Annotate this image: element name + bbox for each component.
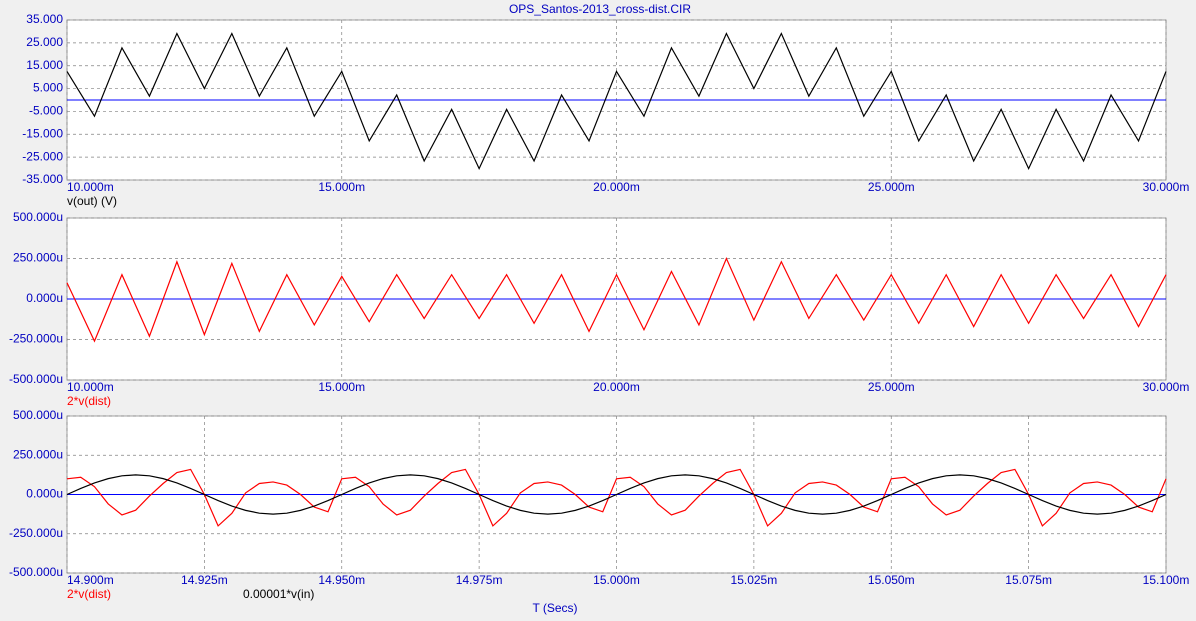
- y-tick-label: 500.000u: [13, 210, 63, 224]
- x-tick-label: 15.000m: [318, 380, 365, 394]
- x-tick-label: 14.925m: [181, 573, 228, 587]
- series-line: [66, 468, 1167, 527]
- y-tick-label: 35.000: [26, 12, 63, 26]
- y-tick-label: -5.000: [29, 104, 63, 118]
- chart-title: OPS_Santos-2013_cross-dist.CIR: [509, 2, 691, 16]
- x-tick-label: 30.000m: [1143, 380, 1190, 394]
- y-tick-label: -250.000u: [9, 526, 63, 540]
- series-line: [66, 32, 1167, 170]
- y-tick-label: 5.000: [33, 81, 63, 95]
- y-tick-label: -250.000u: [9, 332, 63, 346]
- y-tick-label: 15.000: [26, 58, 63, 72]
- y-tick-label: 500.000u: [13, 408, 63, 422]
- legend-entry: v(out) (V): [67, 194, 117, 208]
- x-tick-label: 14.900m: [67, 573, 114, 587]
- y-tick-label: 0.000u: [26, 291, 63, 305]
- y-tick-label: -500.000u: [9, 565, 63, 579]
- x-tick-label: 14.975m: [456, 573, 503, 587]
- x-tick-label: 10.000m: [67, 380, 114, 394]
- y-tick-label: -25.000: [22, 149, 63, 163]
- x-tick-label: 15.075m: [1005, 573, 1052, 587]
- x-tick-label: 15.025m: [731, 573, 778, 587]
- y-tick-label: 0.000u: [26, 487, 63, 501]
- x-tick-label: 15.000m: [593, 573, 640, 587]
- legend-entry: 2*v(dist): [67, 394, 111, 408]
- x-tick-label: 25.000m: [868, 180, 915, 194]
- series-line: [66, 256, 1167, 343]
- y-tick-label: 250.000u: [13, 447, 63, 461]
- x-tick-label: 25.000m: [868, 380, 915, 394]
- legend-entry: 2*v(dist): [67, 587, 111, 601]
- x-tick-label: 15.000m: [318, 180, 365, 194]
- y-tick-label: 250.000u: [13, 251, 63, 265]
- series-line: [66, 474, 1167, 515]
- x-tick-label: 15.100m: [1143, 573, 1190, 587]
- x-tick-label: 10.000m: [67, 180, 114, 194]
- x-tick-label: 15.050m: [868, 573, 915, 587]
- x-tick-label: 14.950m: [318, 573, 365, 587]
- y-tick-label: 25.000: [26, 35, 63, 49]
- x-tick-label: 30.000m: [1143, 180, 1190, 194]
- y-tick-label: -15.000: [22, 126, 63, 140]
- x-tick-label: 20.000m: [593, 380, 640, 394]
- x-tick-label: 20.000m: [593, 180, 640, 194]
- y-tick-label: -500.000u: [9, 372, 63, 386]
- legend-entry: 0.00001*v(in): [243, 587, 314, 601]
- x-axis-label: T (Secs): [532, 601, 577, 615]
- y-tick-label: -35.000: [22, 172, 63, 186]
